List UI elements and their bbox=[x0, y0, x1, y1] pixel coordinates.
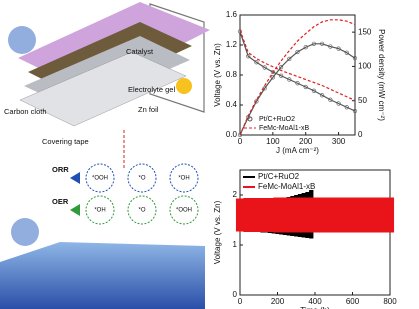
step-label: *OH bbox=[178, 176, 189, 182]
label: Covering tape bbox=[42, 137, 89, 146]
figure: Catalyst Electrolyte gel Zn foil Carbon … bbox=[0, 0, 419, 309]
plot-frame bbox=[240, 15, 355, 135]
power-line bbox=[240, 20, 355, 135]
x-tick-label: 0 bbox=[238, 137, 243, 146]
y2-tick-label: 150 bbox=[358, 27, 372, 36]
x-tick-label: 600 bbox=[346, 297, 360, 306]
light-icon bbox=[176, 78, 192, 94]
legend-label: Pt/C+RuO2 bbox=[259, 116, 295, 123]
x-tick-label: 300 bbox=[332, 137, 346, 146]
cluster-icon bbox=[11, 218, 39, 246]
step-label: *OOH bbox=[176, 208, 192, 214]
step-label: *OOH bbox=[92, 176, 108, 182]
band-series bbox=[240, 198, 390, 233]
catalyst-surface bbox=[0, 242, 205, 309]
label: Electrolyte gel bbox=[128, 85, 175, 94]
x-axis-label: J (mA cm⁻²) bbox=[276, 146, 319, 155]
y-tick-label: 0 bbox=[233, 290, 238, 299]
x-tick-label: 200 bbox=[271, 297, 285, 306]
x-tick-label: 800 bbox=[383, 297, 397, 306]
power-line bbox=[240, 44, 355, 135]
x-tick-label: 400 bbox=[308, 297, 322, 306]
illustration: Catalyst Electrolyte gel Zn foil Carbon … bbox=[0, 2, 210, 309]
y2-tick-label: 50 bbox=[358, 96, 367, 105]
legend-label: FeMc-MoAl1-xB bbox=[259, 125, 310, 132]
cluster-icon bbox=[8, 26, 36, 54]
x-tick-label: 200 bbox=[299, 137, 313, 146]
y-axis-label: Voltage (V vs. Zn) bbox=[213, 43, 222, 107]
x-tick-label: 100 bbox=[266, 137, 280, 146]
step-label: *OH bbox=[94, 208, 105, 214]
y2-tick-label: 100 bbox=[358, 62, 372, 71]
legend-label: FeMc-MoAl1-xB bbox=[258, 182, 315, 191]
label: Catalyst bbox=[126, 47, 154, 56]
orr-arrow bbox=[70, 172, 80, 184]
y-axis-label: Voltage (V vs. Zn) bbox=[213, 200, 222, 264]
y-tick-label: 2 bbox=[233, 190, 238, 199]
label: ORR bbox=[52, 165, 69, 174]
oer-arrow bbox=[70, 204, 80, 216]
step-label: *O bbox=[138, 208, 145, 214]
y-tick-label: 1.6 bbox=[226, 10, 238, 19]
y-tick-label: 0.0 bbox=[226, 130, 238, 139]
label: Carbon cloth bbox=[4, 107, 47, 116]
label: OER bbox=[52, 197, 69, 206]
x-tick-label: 0 bbox=[238, 297, 243, 306]
y-tick-label: 0.8 bbox=[226, 70, 238, 79]
step-label: *O bbox=[138, 176, 145, 182]
y-tick-label: 1 bbox=[233, 240, 238, 249]
y2-axis-label: Power density (mW cm⁻²) bbox=[377, 29, 386, 121]
y-tick-label: 1.2 bbox=[226, 40, 238, 49]
y-tick-label: 0.4 bbox=[226, 100, 238, 109]
legend-label: Pt/C+RuO2 bbox=[258, 172, 300, 181]
label: Zn foil bbox=[138, 105, 159, 114]
y2-tick-label: 0 bbox=[358, 130, 363, 139]
